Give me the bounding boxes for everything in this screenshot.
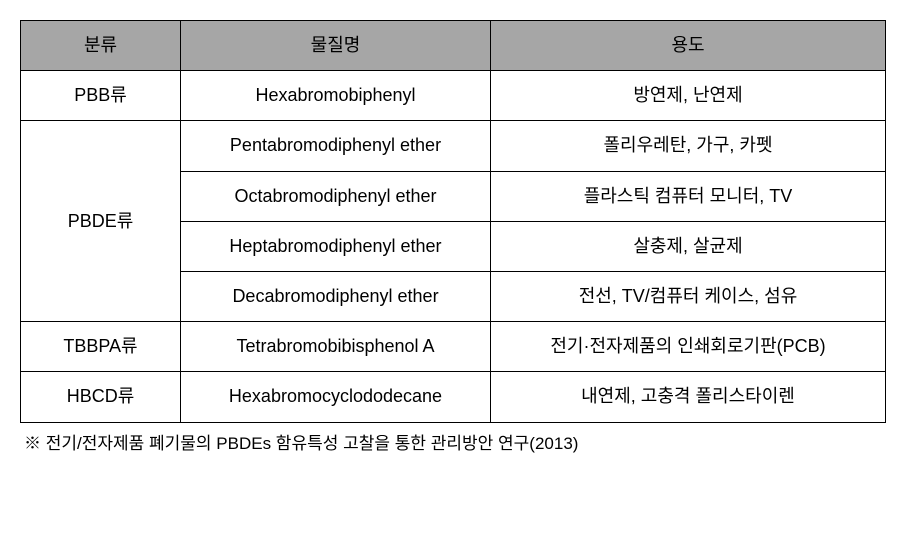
header-category: 분류 — [21, 21, 181, 71]
cell-usage: 전선, TV/컴퓨터 케이스, 섬유 — [491, 271, 886, 321]
cell-category: HBCD류 — [21, 372, 181, 422]
cell-category: TBBPA류 — [21, 322, 181, 372]
cell-substance: Octabromodiphenyl ether — [181, 171, 491, 221]
cell-category: PBB류 — [21, 71, 181, 121]
table-row: PBDE류 Pentabromodiphenyl ether 폴리우레탄, 가구… — [21, 121, 886, 171]
cell-substance: Tetrabromobibisphenol A — [181, 322, 491, 372]
cell-substance: Hexabromocyclododecane — [181, 372, 491, 422]
cell-usage: 살충제, 살균제 — [491, 221, 886, 271]
cell-usage: 전기·전자제품의 인쇄회로기판(PCB) — [491, 322, 886, 372]
cell-usage: 방연제, 난연제 — [491, 71, 886, 121]
cell-usage: 플라스틱 컴퓨터 모니터, TV — [491, 171, 886, 221]
table-row: HBCD류 Hexabromocyclododecane 내연제, 고충격 폴리… — [21, 372, 886, 422]
cell-category: PBDE류 — [21, 121, 181, 322]
cell-substance: Heptabromodiphenyl ether — [181, 221, 491, 271]
header-substance: 물질명 — [181, 21, 491, 71]
cell-substance: Hexabromobiphenyl — [181, 71, 491, 121]
table-row: TBBPA류 Tetrabromobibisphenol A 전기·전자제품의 … — [21, 322, 886, 372]
cell-substance: Pentabromodiphenyl ether — [181, 121, 491, 171]
substance-table: 분류 물질명 용도 PBB류 Hexabromobiphenyl 방연제, 난연… — [20, 20, 886, 423]
table-row: PBB류 Hexabromobiphenyl 방연제, 난연제 — [21, 71, 886, 121]
cell-substance: Decabromodiphenyl ether — [181, 271, 491, 321]
header-usage: 용도 — [491, 21, 886, 71]
table-header-row: 분류 물질명 용도 — [21, 21, 886, 71]
footnote-text: ※ 전기/전자제품 폐기물의 PBDEs 함유특성 고찰을 통한 관리방안 연구… — [20, 429, 885, 454]
cell-usage: 폴리우레탄, 가구, 카펫 — [491, 121, 886, 171]
cell-usage: 내연제, 고충격 폴리스타이렌 — [491, 372, 886, 422]
